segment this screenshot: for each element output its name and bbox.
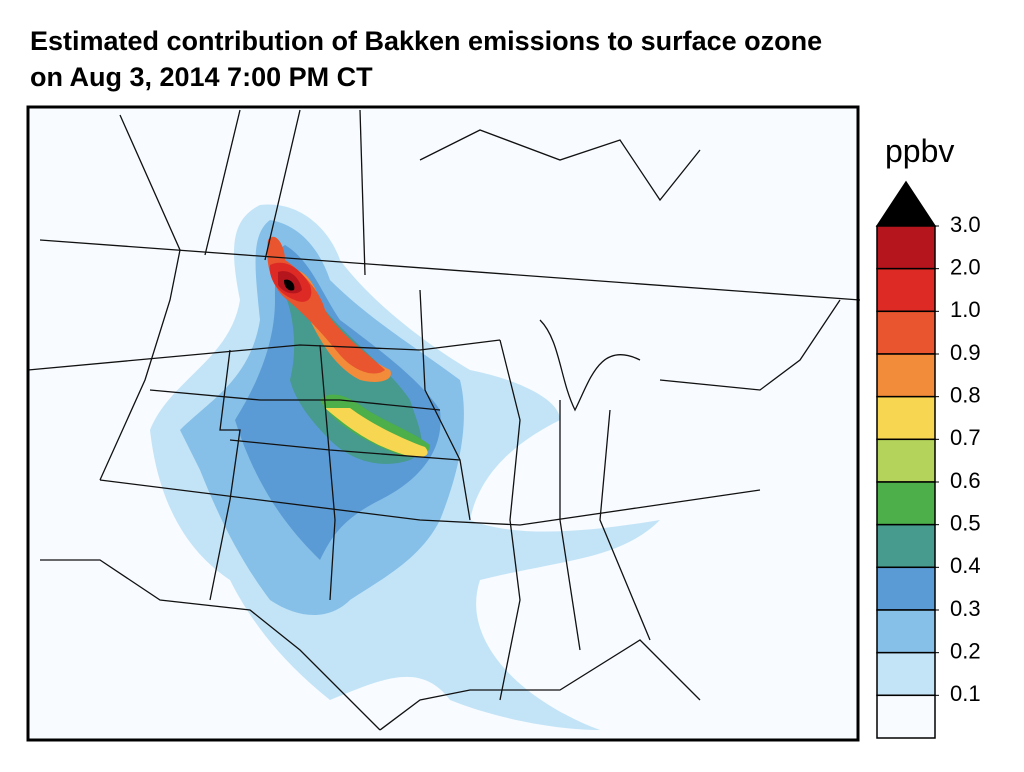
state-boundaries xyxy=(27,109,861,731)
colorbar: 3.0 2.0 1.0 0.9 0.8 0.7 0.6 0.5 0.4 0.3 0.2 0.1 xyxy=(875,180,981,739)
colorbar-box xyxy=(876,523,936,569)
colorbar-label: 0.8 xyxy=(950,382,981,407)
colorbar-box xyxy=(876,310,936,355)
colorbar-label: 0.6 xyxy=(950,468,981,493)
colorbar-box xyxy=(876,353,936,398)
colorbar-box xyxy=(876,566,936,611)
colorbar-label: 0.5 xyxy=(950,510,981,535)
colorbar-label: 0.7 xyxy=(950,425,981,450)
map-frame xyxy=(26,105,860,742)
ozone-plume xyxy=(150,204,660,730)
colorbar-box xyxy=(876,651,936,697)
colorbar-box xyxy=(876,225,936,270)
colorbar-box xyxy=(876,438,936,483)
colorbar-label: 0.1 xyxy=(950,681,981,706)
colorbar-label: 0.2 xyxy=(950,638,981,663)
colorbar-label: 0.3 xyxy=(950,596,981,621)
colorbar-label: 3.0 xyxy=(950,212,981,237)
colorbar-box xyxy=(876,694,936,739)
colorbar-label: 1.0 xyxy=(950,297,981,322)
plume-contour xyxy=(284,279,295,291)
colorbar-unit: ppbv xyxy=(885,133,954,169)
colorbar-box xyxy=(876,395,936,441)
colorbar-box xyxy=(876,267,936,313)
colorbar-label: 0.9 xyxy=(950,340,981,365)
colorbar-label: 2.0 xyxy=(950,254,981,279)
colorbar-label: 0.4 xyxy=(950,553,981,578)
colorbar-over xyxy=(875,180,937,227)
title-line: on Aug 3, 2014 7:00 PM CT xyxy=(30,62,373,92)
title-line: Estimated contribution of Bakken emissio… xyxy=(30,26,822,56)
map xyxy=(26,105,861,742)
colorbar-box xyxy=(876,481,936,526)
colorbar-box xyxy=(876,609,936,654)
plume-contour xyxy=(325,408,428,458)
